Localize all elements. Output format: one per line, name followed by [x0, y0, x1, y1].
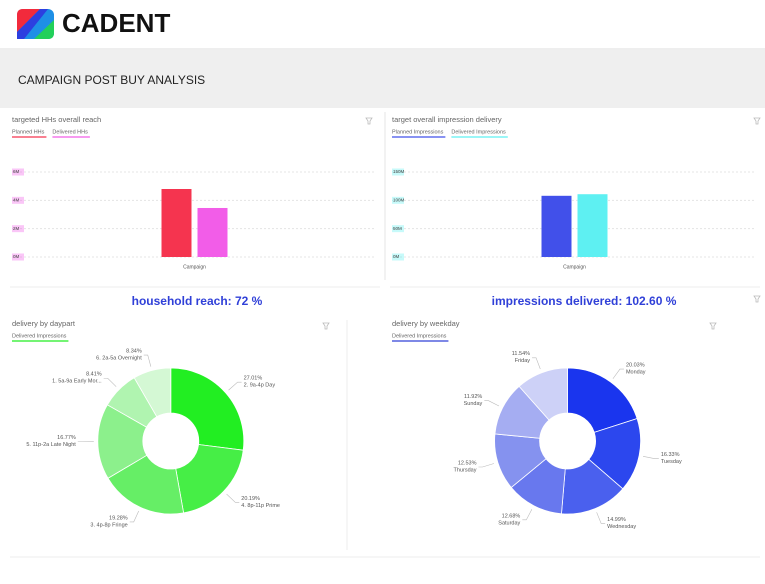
leader-line — [532, 357, 541, 370]
slice — [175, 444, 244, 514]
panel-title: delivery by weekday — [392, 319, 460, 328]
slice-category-label: 3. 4p-8p Fringe — [90, 522, 127, 528]
y-tick-label: 6M — [13, 169, 20, 174]
slice-value-label: 12.53% — [458, 460, 477, 466]
panel-title: delivery by daypart — [12, 319, 76, 328]
y-tick-chip — [392, 225, 404, 233]
slice-value-label: 11.92% — [464, 394, 482, 400]
leader-line — [522, 509, 533, 521]
slice-category-label: Friday — [515, 358, 531, 364]
legend-entry: Planned HHs — [12, 129, 45, 135]
slice — [567, 367, 638, 433]
leader-line — [228, 381, 242, 391]
slice-category-label: Tuesday — [661, 459, 682, 465]
leader-line — [103, 377, 117, 387]
y-tick-chip — [12, 253, 24, 261]
bar — [197, 207, 228, 257]
leader-line — [143, 354, 152, 367]
slice-value-label: 20.19% — [241, 496, 260, 502]
legend-entry: Delivered HHs — [52, 129, 88, 135]
panel-title: target overall impression delivery — [392, 115, 502, 124]
slice-category-label: 2. 9a-4p Day — [244, 383, 276, 389]
leader-line — [596, 512, 606, 524]
legend-entry: Planned Impressions — [392, 129, 444, 135]
leader-line — [484, 400, 500, 407]
leader-line — [642, 456, 659, 460]
y-tick-chip — [392, 168, 404, 176]
slice-value-label: 27.01% — [244, 376, 263, 382]
slice-value-label: 16.77% — [57, 435, 76, 441]
y-tick-chip — [12, 168, 24, 176]
slice-value-label: 11.54% — [512, 351, 530, 357]
legend-entry: Delivered Impressions — [451, 129, 506, 135]
bar — [161, 189, 192, 257]
y-tick-chip — [392, 196, 404, 204]
slice-category-label: 5. 11p-2a Late Night — [26, 442, 76, 448]
slice-value-label: 20.03% — [626, 362, 645, 368]
slice-value-label: 12.68% — [502, 513, 521, 519]
page-title: CAMPAIGN POST BUY ANALYSIS — [18, 73, 205, 87]
slice-category-label: 1. 5a-9a Early Mor... — [52, 379, 102, 385]
leader-line — [612, 368, 624, 379]
slice — [170, 367, 245, 451]
logo-mark — [17, 9, 54, 39]
slice-category-label: 6. 2a-5a Overnight — [96, 355, 142, 361]
slice-value-label: 8.41% — [86, 372, 102, 378]
bar — [541, 195, 572, 257]
y-tick-label: 50M — [393, 226, 402, 231]
slice-category-label: Wednesday — [607, 524, 636, 530]
legend-entry: Delivered Impressions — [392, 333, 447, 339]
y-tick-label: 2M — [13, 226, 20, 231]
slice — [518, 367, 568, 421]
x-tick-label: Campaign — [183, 264, 206, 270]
y-tick-label: 0M — [13, 254, 20, 259]
y-tick-label: 100M — [393, 198, 405, 203]
leader-line — [478, 463, 495, 468]
slice-value-label: 19.28% — [109, 515, 128, 521]
y-tick-label: 4M — [13, 198, 20, 203]
legend-entry: Delivered Impressions — [12, 333, 67, 339]
slice — [133, 367, 172, 418]
kpi: household reach: 72 % — [132, 294, 263, 308]
y-tick-label: 150M — [393, 169, 405, 174]
slice-category-label: Thursday — [454, 467, 477, 473]
slice-value-label: 16.33% — [661, 452, 680, 458]
panel-title: targeted HHs overall reach — [12, 115, 101, 124]
slice-category-label: Sunday — [464, 401, 483, 407]
slice — [107, 454, 185, 515]
y-tick-chip — [12, 225, 24, 233]
slice-value-label: 14.99% — [607, 517, 626, 523]
y-tick-label: 0M — [393, 254, 400, 259]
title-band — [0, 50, 765, 108]
slice-category-label: Monday — [626, 369, 646, 375]
y-tick-chip — [12, 196, 24, 204]
kpi: impressions delivered: 102.60 % — [492, 294, 677, 308]
filter-icons[interactable] — [322, 117, 761, 330]
slice-category-label: Saturday — [498, 520, 520, 526]
logo-text: CADENT — [62, 8, 170, 38]
slice-category-label: 4. 8p-11p Prime — [241, 503, 280, 509]
slice-value-label: 8.34% — [126, 348, 142, 354]
y-tick-chip — [392, 253, 404, 261]
leader-line — [129, 510, 139, 523]
bar — [577, 194, 608, 257]
x-tick-label: Campaign — [563, 264, 586, 270]
leader-line — [226, 493, 240, 503]
